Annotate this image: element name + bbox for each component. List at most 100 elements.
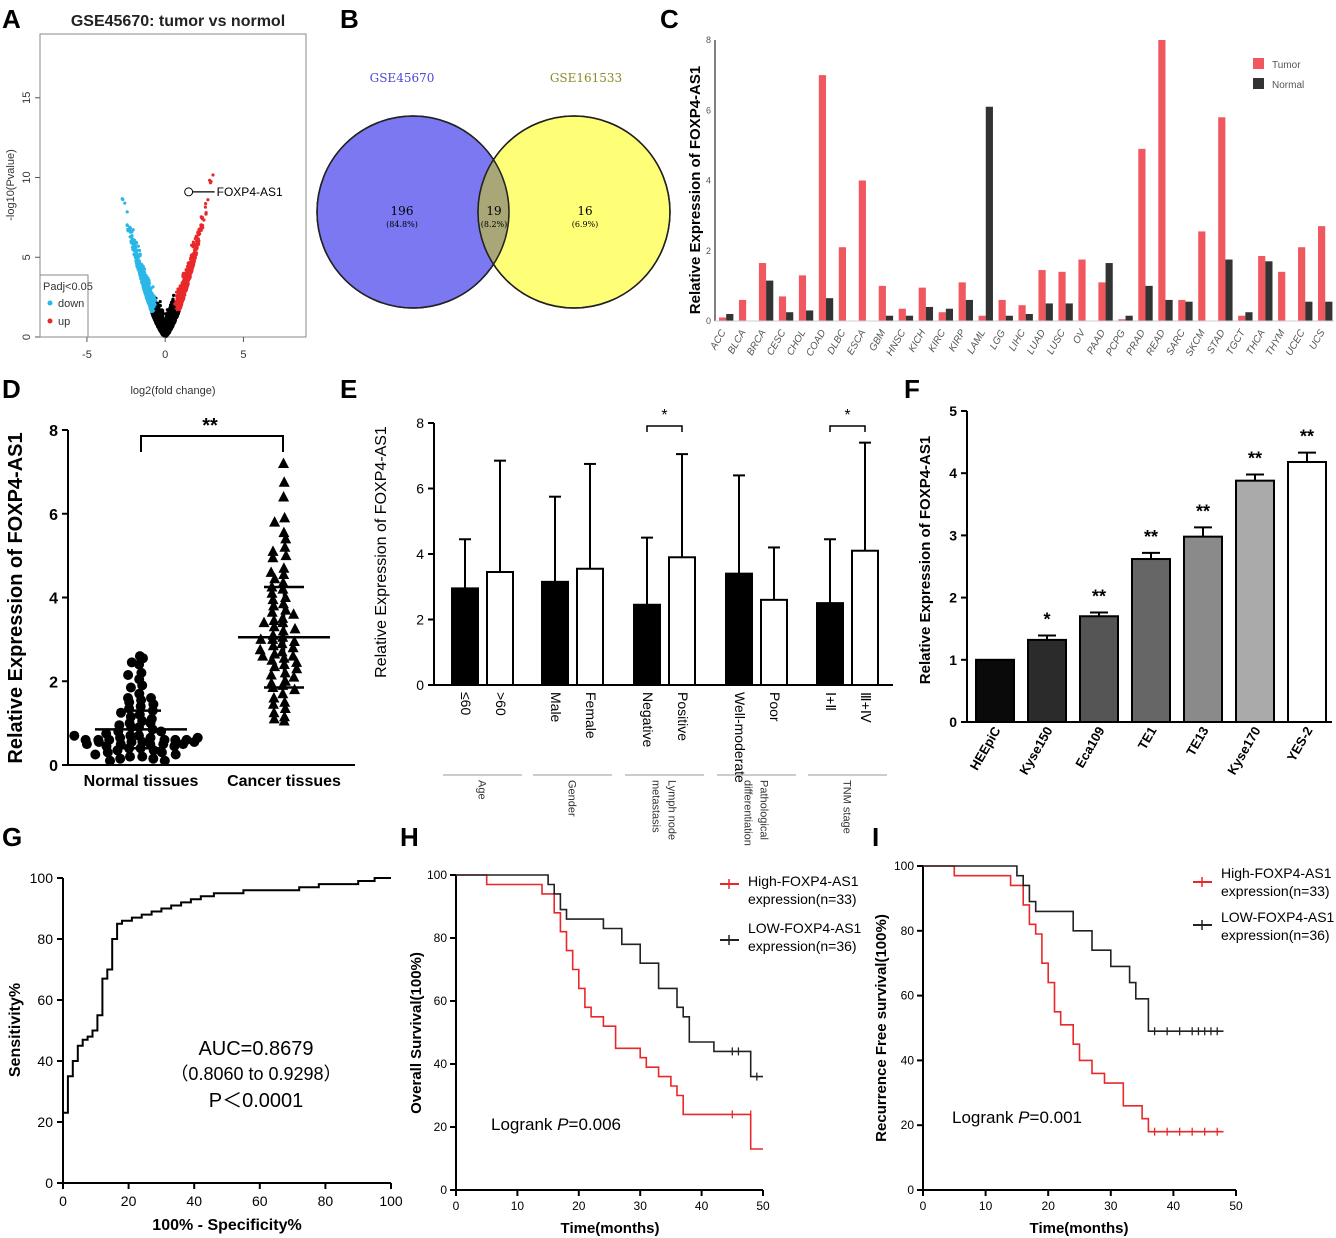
panel-h-ytick: 40 xyxy=(434,1057,448,1071)
panel-c-bar-tumor xyxy=(718,317,727,321)
panel-f-ytick: 0 xyxy=(949,714,957,730)
volcano-point xyxy=(193,255,197,259)
panel-c-legend-normal: Normal xyxy=(1272,80,1304,91)
panel-f-ylabel: Relative Expression of FOXP4-AS1 xyxy=(917,436,934,684)
panel-e-bar xyxy=(816,602,844,686)
volcano-point xyxy=(165,316,169,320)
panel-label-i: I xyxy=(872,822,879,852)
panel-d-normal-point xyxy=(102,747,113,758)
panel-f-bar xyxy=(1287,461,1327,723)
volcano-point xyxy=(193,251,197,255)
panel-d-cancer-point xyxy=(265,669,277,680)
panel-d-normal-point xyxy=(125,751,135,762)
panel-d-cancer-point xyxy=(278,568,290,579)
panel-e-category: Ⅲ+Ⅳ xyxy=(858,692,874,723)
panel-c-ytick: 2 xyxy=(706,246,711,256)
panel-e-bar xyxy=(760,598,788,686)
panel-h-km: 0 10 20 30 40 50 0 20 40 60 80 100 High-FOXP4-AS1 e… xyxy=(408,868,862,1237)
volcano-point xyxy=(142,267,147,271)
panel-c-bar-normal xyxy=(1225,259,1233,321)
volcano-point xyxy=(176,312,180,316)
volcano-point xyxy=(171,306,175,311)
panel-g-roc-curve xyxy=(62,877,391,1183)
volcano-point xyxy=(164,312,168,316)
volcano-point xyxy=(158,300,162,304)
panel-b-set-left-name: GSE45670 xyxy=(370,71,435,85)
panel-d-normal-point xyxy=(90,749,101,760)
panel-a-legend-down: down xyxy=(58,298,84,310)
panel-d-cancer-point xyxy=(267,639,279,651)
volcano-point xyxy=(186,275,190,279)
panel-g-auc: AUC=0.8679 xyxy=(198,1038,313,1060)
panel-g-roc: 0 20 40 60 80 100 0 20 40 60 80 100 AUC=0.8679 （0.8… xyxy=(7,870,403,1234)
panel-d-cancer-point xyxy=(280,549,292,561)
panel-h-legend-low-n: expression(n=36) xyxy=(748,938,857,954)
panel-d-normal-point xyxy=(158,739,169,750)
panel-e-sig-bracket xyxy=(829,425,866,432)
panel-d-normal-point xyxy=(81,739,92,750)
panel-e-group-label: TNM stage xyxy=(841,780,853,834)
volcano-point xyxy=(195,244,199,248)
panel-a-xtick: 0 xyxy=(162,349,168,361)
panel-e-group-label: Lymph node xyxy=(666,780,678,840)
panel-h-legend-high: High-FOXP4-AS1 xyxy=(748,873,859,889)
volcano-point xyxy=(188,275,192,280)
panel-i-legend-low-n: expression(n=36) xyxy=(1221,927,1330,943)
volcano-point xyxy=(209,180,213,184)
volcano-point xyxy=(166,332,170,336)
panel-c-bar-tumor xyxy=(1098,282,1106,321)
volcano-point xyxy=(136,260,140,264)
panel-a-legend-title: Padj<0.05 xyxy=(43,281,93,293)
panel-e-sig-bracket xyxy=(646,425,683,432)
panel-c-ylabel: Relative Expression of FOXP4-AS1 xyxy=(687,66,704,314)
panel-c-xtick: LUSC xyxy=(1045,327,1068,356)
panel-i-xlabel: Time(months) xyxy=(1030,1220,1129,1237)
panel-c-bar-tumor xyxy=(1218,117,1226,322)
panel-f-sig: ** xyxy=(1300,427,1314,447)
panel-c-bar-normal xyxy=(1325,301,1333,321)
volcano-point xyxy=(169,318,174,323)
panel-d-xlabel-normal: Normal tissues xyxy=(84,773,199,790)
volcano-point xyxy=(168,312,173,316)
panel-d-cancer-point xyxy=(268,712,280,724)
panel-c-bar-tumor xyxy=(858,180,866,321)
panel-h-low-curve xyxy=(456,874,763,1078)
panel-f-ytick: 5 xyxy=(949,403,957,419)
volcano-point xyxy=(183,293,187,297)
panel-d-cancer-point xyxy=(267,593,279,605)
panel-i-ytick: 20 xyxy=(901,1118,915,1132)
panel-b-left-count: 196 xyxy=(391,204,414,218)
volcano-point xyxy=(185,269,189,273)
volcano-point xyxy=(145,289,149,293)
panel-g-xtick: 80 xyxy=(318,1193,334,1209)
panel-d-cancer-point xyxy=(257,650,269,661)
panel-d-cancer-point xyxy=(255,633,267,644)
panel-d-cancer-point xyxy=(279,541,291,552)
panel-i-ylabel: Recurrence Free survival(100%) xyxy=(873,914,890,1142)
panel-b-right-count: 16 xyxy=(577,204,592,218)
panel-d-cancer-point xyxy=(265,566,277,577)
panel-i-high-curve xyxy=(923,865,1224,1133)
panel-c-bar-normal xyxy=(766,280,774,321)
panel-a-title: GSE45670: tumor vs normol xyxy=(71,13,285,30)
panel-f-category: YES-2 xyxy=(1284,724,1316,764)
panel-c-bar-tumor xyxy=(1318,226,1326,321)
panel-c-xtick: OV xyxy=(1071,327,1088,346)
panel-b-overlap-pct: (8.2%) xyxy=(481,220,508,229)
panel-c-bar-tumor xyxy=(1178,299,1186,321)
panel-c-bar-normal xyxy=(1165,299,1173,321)
volcano-point xyxy=(125,210,129,214)
panel-a-legend-up-marker xyxy=(47,318,53,324)
panel-d-ytick: 0 xyxy=(49,758,58,775)
panel-label-b: B xyxy=(340,4,359,34)
volcano-point xyxy=(172,293,176,297)
volcano-point xyxy=(188,261,192,265)
volcano-point xyxy=(140,265,144,269)
panel-c-xtick: HNSC xyxy=(885,327,909,358)
volcano-point xyxy=(165,308,169,312)
panel-c-bar-tumor xyxy=(1138,148,1146,321)
volcano-point xyxy=(145,278,149,282)
volcano-point xyxy=(189,269,194,274)
volcano-point xyxy=(135,248,139,252)
